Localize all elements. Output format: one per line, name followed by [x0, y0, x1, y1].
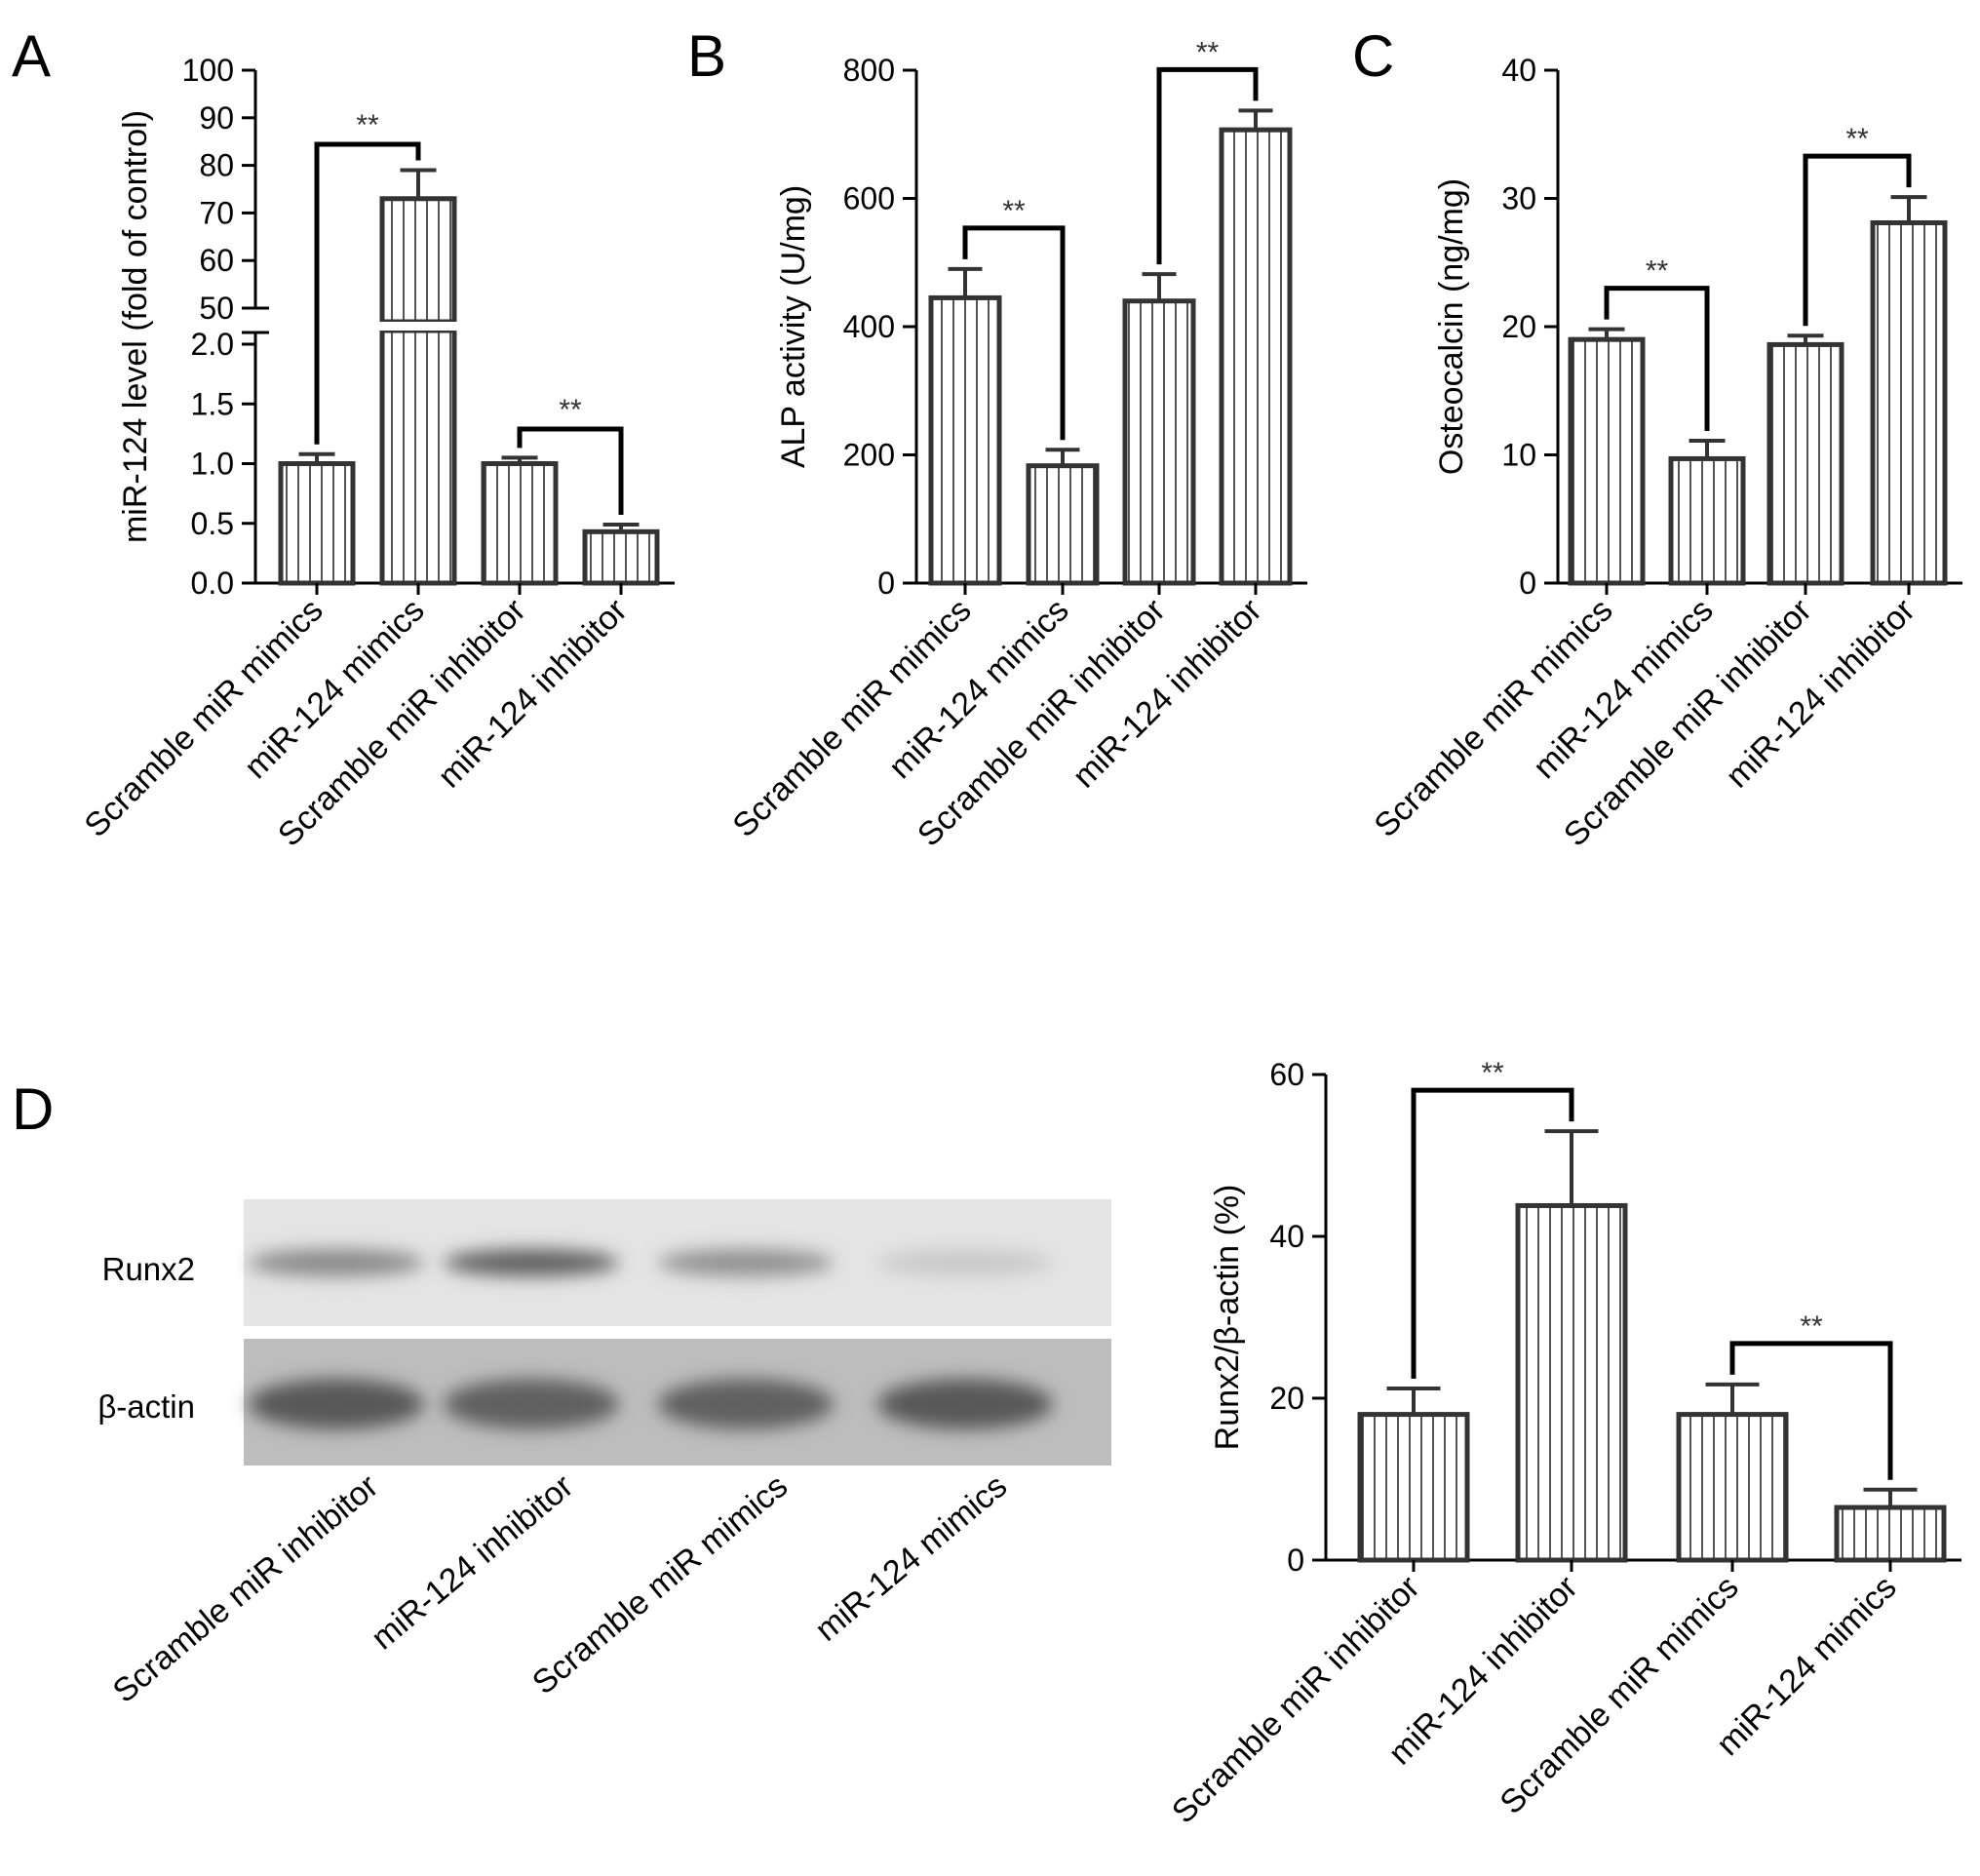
- significance-label: **: [1002, 195, 1026, 227]
- y-axis-title: Osteocalcin (ng/mg): [1433, 178, 1470, 475]
- bar: [481, 461, 559, 586]
- y-tick-label: 10: [1501, 438, 1536, 473]
- y-axis-title: ALP activity (U/mg): [775, 185, 812, 468]
- blot-band: [877, 1249, 1053, 1276]
- bar: [1766, 341, 1844, 586]
- y-tick-label: 70: [199, 195, 234, 230]
- beta-actin-bands: [249, 1379, 1053, 1429]
- blot-band: [249, 1379, 424, 1429]
- x-tick-label: miR-124 mimics: [1526, 592, 1720, 786]
- y-tick-label: 1.5: [191, 386, 234, 421]
- blot-band: [444, 1379, 619, 1429]
- y-axis-title: Runx2/β-actin (%): [1209, 1185, 1246, 1451]
- blot-lane-label: miR-124 mimics: [808, 1467, 1014, 1649]
- significance-bracket: [1803, 153, 1912, 327]
- bar: [1219, 127, 1293, 586]
- y-tick-label: 90: [199, 100, 234, 136]
- panel-letter-a: A: [12, 23, 51, 89]
- significance-bracket: [517, 426, 624, 515]
- x-tick-label: miR-124 mimics: [237, 592, 431, 786]
- blot-row-label-runx2: Runx2: [102, 1251, 195, 1287]
- y-tick-label: 0.0: [191, 566, 234, 601]
- panel-letter-b: B: [687, 23, 726, 89]
- panel-letter-d: D: [12, 1076, 54, 1142]
- y-tick-label: 60: [1269, 1057, 1304, 1092]
- blot-band: [249, 1249, 424, 1276]
- significance-label: **: [1481, 1057, 1504, 1089]
- significance-bracket: [314, 141, 421, 445]
- bar: [1357, 1412, 1470, 1563]
- runx2-bands: [249, 1249, 1053, 1276]
- blot-row-label-beta-actin: β-actin: [97, 1388, 195, 1425]
- significance-label: **: [559, 394, 582, 426]
- y-tick-label: 0: [1519, 566, 1536, 601]
- significance-label: **: [1196, 36, 1220, 68]
- bar: [1568, 336, 1646, 586]
- bar: [928, 294, 1002, 586]
- y-tick-label: 20: [1269, 1381, 1304, 1416]
- y-tick-label: 40: [1501, 53, 1536, 88]
- bar-lower-segment: [379, 328, 457, 586]
- y-tick-label: 100: [182, 53, 234, 88]
- x-tick-label: miR-124 inhibitor: [431, 592, 635, 796]
- blot-lane-label: Scramble miR inhibitor: [106, 1467, 385, 1710]
- blot-band: [877, 1379, 1053, 1429]
- bar-break-gap: [378, 322, 458, 331]
- x-tick-label: Scramble miR inhibitor: [1165, 1569, 1427, 1831]
- y-tick-label: 0.5: [191, 506, 234, 541]
- x-tick-label: miR-124 mimics: [881, 592, 1075, 786]
- western-blot: Runx2 β-actin Scramble miR inhibitormiR-…: [97, 1199, 1111, 1710]
- y-tick-label: 0: [877, 566, 895, 601]
- significance-label: **: [1800, 1310, 1823, 1343]
- y-tick-label: 600: [843, 181, 895, 216]
- y-tick-label: 800: [843, 53, 895, 88]
- significance-label: **: [1845, 123, 1869, 155]
- bar: [1870, 219, 1948, 586]
- bar: [1668, 455, 1746, 586]
- y-tick-label: 60: [199, 243, 234, 278]
- y-tick-label: 30: [1501, 181, 1536, 216]
- bar: [1676, 1412, 1789, 1563]
- significance-label: **: [356, 109, 379, 141]
- y-tick-label: 1.0: [191, 447, 234, 482]
- significance-bracket: [1729, 1341, 1893, 1480]
- y-tick-label: 50: [199, 291, 234, 326]
- significance-bracket: [1604, 286, 1710, 432]
- significance-bracket: [962, 225, 1066, 441]
- bar: [1122, 298, 1196, 586]
- y-tick-label: 80: [199, 148, 234, 183]
- blot-band: [658, 1249, 834, 1276]
- chart-panel-a: 50 60 70 80 90 100 0.0 0.5 1.0 1.5 2.0 miR-124 leve…: [77, 53, 675, 853]
- y-tick-label: 2.0: [191, 327, 234, 362]
- blot-band: [658, 1379, 834, 1429]
- blot-lane-label: miR-124 inhibitor: [365, 1467, 580, 1657]
- y-tick-label: 400: [843, 309, 895, 344]
- bar: [1834, 1505, 1947, 1563]
- blot-band: [444, 1249, 619, 1276]
- y-axis-title: miR-124 level (fold of control): [117, 110, 154, 543]
- bar: [1515, 1202, 1628, 1563]
- y-tick-label: 0: [1287, 1543, 1304, 1578]
- significance-bracket: [1156, 66, 1259, 265]
- y-tick-label: 40: [1269, 1219, 1304, 1254]
- bar: [582, 528, 660, 586]
- y-tick-label: 200: [843, 438, 895, 473]
- bar: [1026, 463, 1100, 586]
- y-tick-label: 20: [1501, 309, 1536, 344]
- significance-bracket: [1411, 1087, 1574, 1380]
- bar-upper-segment: [379, 196, 457, 325]
- panel-letter-c: C: [1352, 23, 1394, 89]
- significance-label: **: [1646, 255, 1669, 288]
- chart-panel-d: 0 20 40 60 Runx2/β-actin (%) Scramble miR inh…: [1165, 1057, 1961, 1830]
- bar: [278, 461, 356, 586]
- x-tick-label: miR-124 inhibitor: [1719, 592, 1922, 796]
